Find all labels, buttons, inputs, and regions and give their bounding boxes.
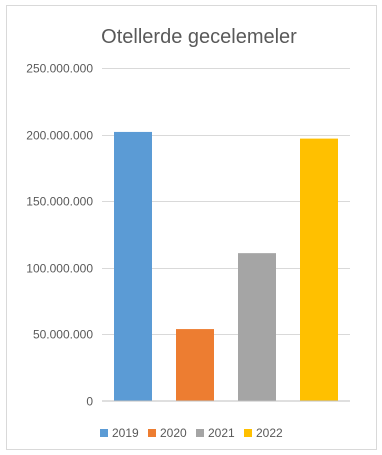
bar-2022: [300, 138, 338, 401]
y-tick-label: 100.000.000: [26, 262, 93, 276]
y-tick-label: 250.000.000: [26, 62, 93, 76]
legend-swatch: [100, 429, 108, 437]
y-tick-label: 50.000.000: [33, 328, 93, 342]
chart-title: Otellerde gecelemeler: [101, 26, 297, 48]
legend: 2019 2020 2021 2022: [100, 426, 283, 440]
bar-2021: [238, 253, 276, 401]
bars: [114, 131, 338, 401]
y-tick-label: 200.000.000: [26, 129, 93, 143]
legend-swatch: [148, 429, 156, 437]
y-tick-label: 0: [86, 395, 93, 409]
legend-item-2020: 2020: [148, 426, 187, 440]
legend-label: 2022: [256, 426, 283, 440]
legend-label: 2019: [112, 426, 139, 440]
legend-label: 2021: [208, 426, 235, 440]
y-axis-ticks: 0 50.000.000 100.000.000 150.000.000 200.000…: [26, 62, 93, 409]
legend-item-2022: 2022: [244, 426, 283, 440]
bar-2020: [176, 329, 214, 401]
legend-swatch: [196, 429, 204, 437]
y-tick-label: 150.000.000: [26, 195, 93, 209]
legend-label: 2020: [160, 426, 187, 440]
legend-item-2021: 2021: [196, 426, 235, 440]
bar-2019: [114, 131, 152, 401]
legend-swatch: [244, 429, 252, 437]
legend-item-2019: 2019: [100, 426, 139, 440]
